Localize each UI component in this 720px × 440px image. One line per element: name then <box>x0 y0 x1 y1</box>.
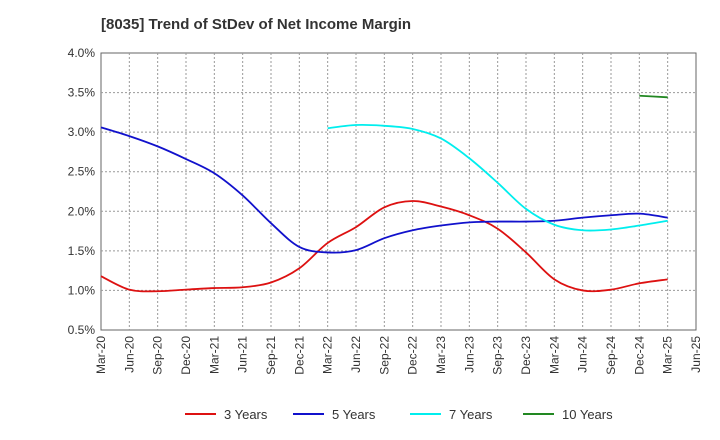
x-tick-label: Mar-20 <box>94 336 108 374</box>
x-tick-label: Mar-23 <box>434 336 448 374</box>
series-line-7-years <box>327 123 668 232</box>
x-tick-label: Jun-24 <box>576 336 590 373</box>
y-tick-label: 1.0% <box>68 283 96 297</box>
y-tick-label: 0.5% <box>68 323 96 337</box>
x-tick-label: Jun-20 <box>122 336 136 373</box>
y-tick-label: 1.5% <box>68 244 96 258</box>
x-tick-label: Dec-23 <box>519 336 533 375</box>
legend-label-5-years: 5 Years <box>332 407 376 422</box>
x-tick-label: Mar-25 <box>661 336 675 374</box>
x-tick-label: Sep-23 <box>491 336 505 375</box>
plot-area <box>100 52 697 331</box>
y-tick-label: 2.0% <box>68 204 96 218</box>
x-axis-ticks: Mar-20 Jun-20 Sep-20 Dec-20 Mar-21 Jun-21 Sep-… <box>94 336 703 375</box>
x-tick-label: Jun-22 <box>349 336 363 373</box>
x-tick-label: Dec-21 <box>292 336 306 375</box>
x-tick-label: Dec-20 <box>179 336 193 375</box>
y-tick-label: 4.0% <box>68 46 96 60</box>
legend-label-3-years: 3 Years <box>224 407 268 422</box>
x-tick-label: Mar-21 <box>207 336 221 374</box>
x-tick-label: Dec-24 <box>632 336 646 375</box>
y-axis-ticks: 0.5% 1.0% 1.5% 2.0% 2.5% 3.0% 3.5% 4.0% <box>68 46 96 337</box>
x-tick-label: Sep-21 <box>264 336 278 375</box>
series-lines <box>100 94 668 293</box>
x-tick-label: Mar-24 <box>547 336 561 374</box>
grid-lines <box>101 53 696 330</box>
series-line-3-years <box>100 200 668 293</box>
legend-label-10-years: 10 Years <box>562 407 613 422</box>
x-tick-label: Jun-21 <box>236 336 250 373</box>
series-line-5-years <box>100 126 668 254</box>
chart-title: [8035] Trend of StDev of Net Income Marg… <box>101 16 411 33</box>
y-tick-label: 2.5% <box>68 165 96 179</box>
y-tick-label: 3.0% <box>68 125 96 139</box>
x-tick-label: Jun-23 <box>462 336 476 373</box>
x-tick-label: Dec-22 <box>406 336 420 375</box>
legend: 3 Years 5 Years 7 Years 10 Years <box>185 407 613 422</box>
x-tick-label: Sep-22 <box>377 336 391 375</box>
x-tick-label: Jun-25 <box>689 336 703 373</box>
legend-label-7-years: 7 Years <box>449 407 493 422</box>
x-tick-label: Sep-20 <box>151 336 165 375</box>
series-line-10-years <box>639 94 668 99</box>
y-tick-label: 3.5% <box>68 86 96 100</box>
x-tick-label: Mar-22 <box>321 336 335 374</box>
x-tick-label: Sep-24 <box>604 336 618 375</box>
